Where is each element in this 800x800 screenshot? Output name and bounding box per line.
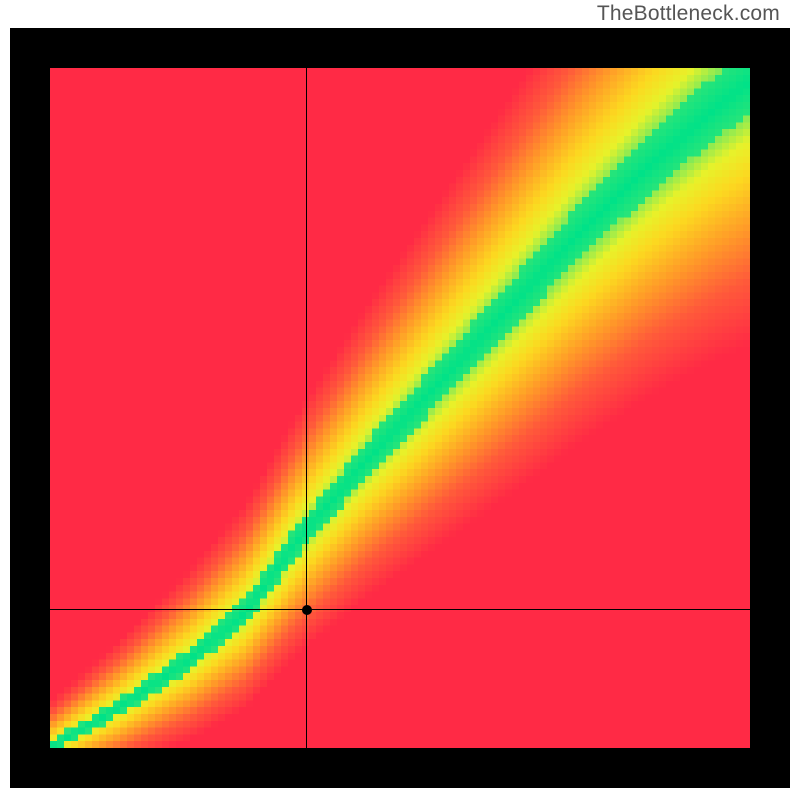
bottleneck-heatmap	[50, 68, 750, 748]
crosshair-vertical	[306, 68, 307, 748]
crosshair-horizontal	[50, 609, 750, 610]
crosshair-marker-dot	[302, 605, 312, 615]
watermark-text: TheBottleneck.com	[597, 2, 780, 26]
chart-container: TheBottleneck.com	[0, 0, 800, 800]
